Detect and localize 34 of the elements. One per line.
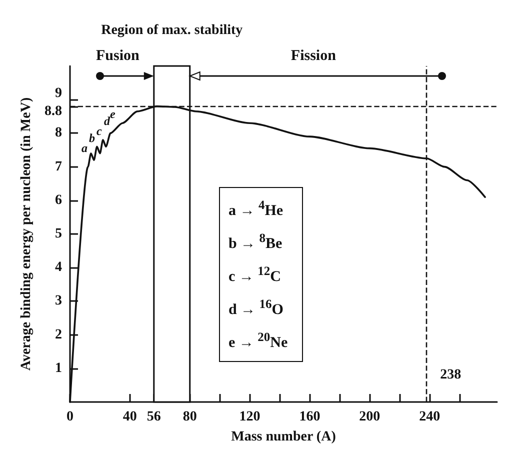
y-tick-label: 7 (55, 159, 62, 174)
y-tick-label: 1 (55, 360, 62, 376)
x-tick-label: 0 (66, 410, 74, 424)
x-axis-title: Mass number (A) (231, 430, 336, 444)
text: Fusion (96, 48, 140, 65)
annotation: c (96, 124, 102, 139)
x-tick-label: 160 (299, 410, 320, 424)
y-tick-label: 6 (55, 192, 62, 208)
y-tick-label: 4 (55, 260, 62, 276)
annotation: a (81, 140, 88, 156)
annotation: a → $^{4}$He (228, 196, 284, 221)
y-tick-label: 8.8 (44, 104, 62, 119)
x-tick-label: 40 (122, 410, 137, 424)
text: Fission (290, 48, 336, 65)
x-tick-label: 80 (182, 410, 197, 424)
x-tick-label: 200 (359, 410, 380, 424)
annotation: d → $^{16}$O (228, 296, 284, 320)
y-axis-title: Average binding energy per nucleon (in MeV) (19, 97, 34, 371)
annotation: b → $^{8}$Be (228, 230, 284, 254)
annotation: e → $^{20}$Ne (228, 328, 288, 353)
y-tick-label: 2 (55, 327, 62, 342)
y-tick-label: 8 (55, 126, 62, 141)
x-tick-label: 240 (419, 410, 440, 424)
x-tick-label: 120 (239, 410, 260, 424)
ref-line-label: 238 (440, 368, 462, 382)
x-tick-label: 56 (146, 410, 161, 424)
y-tick-label: 9 (55, 86, 62, 102)
y-tick-label: 3 (55, 294, 62, 309)
y-tick-label: 5 (55, 226, 62, 242)
annotation: c → $^{12}$C (228, 262, 282, 287)
annotation: e (110, 107, 116, 122)
band-label: Region of max. stability (101, 22, 243, 38)
annotation: b (88, 130, 95, 146)
annotation: d (104, 114, 110, 129)
